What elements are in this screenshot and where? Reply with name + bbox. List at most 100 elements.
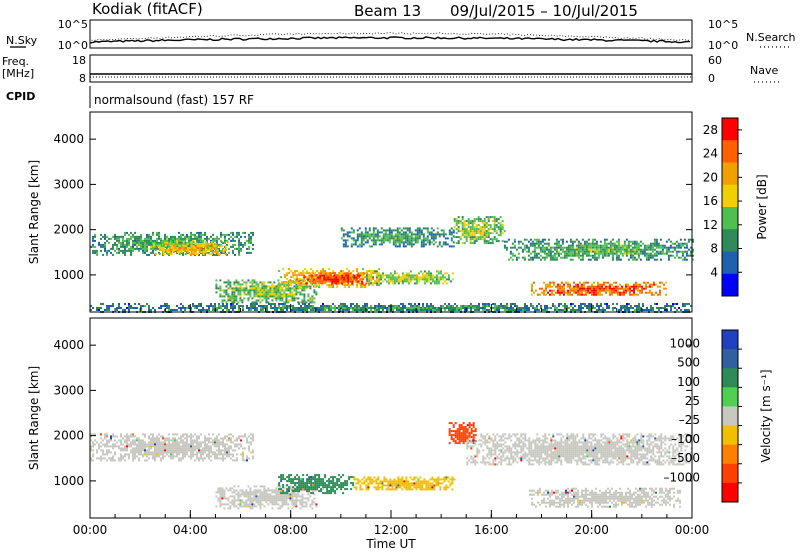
scatter-cell (92, 443, 94, 445)
scatter-cell (118, 250, 120, 252)
scatter-cell (425, 239, 427, 241)
scatter-cell (114, 236, 116, 238)
scatter-cell (267, 295, 269, 297)
scatter-cell (575, 284, 577, 286)
scatter-cell (638, 253, 640, 255)
scatter-cell (249, 491, 251, 493)
scatter-cell (303, 297, 305, 299)
scatter-cell (488, 220, 490, 222)
scatter-cell (422, 303, 424, 305)
scatter-cell (323, 277, 325, 279)
scatter-cell (102, 244, 104, 246)
scatter-cell (208, 453, 210, 455)
scatter-cell (273, 285, 275, 287)
scatter-cell (180, 451, 182, 453)
scatter-cell (448, 274, 450, 276)
scatter-cell (295, 293, 297, 295)
scatter-cell (592, 257, 594, 259)
scatter-cell (610, 245, 612, 247)
scatter-cell (417, 235, 419, 237)
scatter-cell (613, 286, 615, 288)
scatter-cell (369, 237, 371, 239)
scatter-cell (150, 238, 152, 240)
scatter-cell (365, 229, 367, 231)
scatter-cell (605, 288, 607, 290)
scatter-cell (128, 234, 130, 236)
scatter-cell (498, 228, 500, 230)
scatter-cell (365, 227, 367, 229)
scatter-cell (545, 286, 547, 288)
scatter-cell (253, 279, 255, 281)
scatter-cell (684, 259, 686, 261)
scatter-cell (663, 284, 665, 286)
scatter-cell (140, 240, 142, 242)
scatter-cell (329, 277, 331, 279)
scatter-cell (126, 439, 128, 441)
scatter-cell (192, 449, 194, 451)
scatter-cell (587, 288, 589, 290)
scatter-cell (178, 236, 180, 238)
scatter-cell (174, 445, 176, 447)
scatter-cell (198, 305, 200, 307)
scatter-cell (112, 435, 114, 437)
scatter-cell (474, 309, 476, 311)
scatter-cell (148, 451, 150, 453)
scatter-cell (434, 280, 436, 282)
scatter-region (341, 227, 455, 247)
scatter-cell (204, 443, 206, 445)
scatter-cell (144, 441, 146, 443)
scatter-cell (251, 289, 253, 291)
scatter-cell (512, 247, 514, 249)
scatter-cell (399, 237, 401, 239)
scatter-cell (200, 234, 202, 236)
scatter-cell (315, 281, 317, 283)
scatter-cell (593, 282, 595, 284)
scatter-cell (266, 307, 268, 309)
scatter-cell (204, 441, 206, 443)
scatter-cell (124, 445, 126, 447)
scatter-cell (566, 249, 568, 251)
scatter-cell (186, 238, 188, 240)
scatter-cell (126, 437, 128, 439)
scatter-cell (294, 270, 296, 272)
scatter-cell (120, 244, 122, 246)
scatter-cell (561, 286, 563, 288)
scatter-cell (618, 259, 620, 261)
scatter-cell (605, 292, 607, 294)
scatter-cell (432, 307, 434, 309)
scatter-cell (227, 499, 229, 501)
scatter-cell (381, 243, 383, 245)
scatter-cell (181, 249, 183, 251)
scatter-cell (528, 241, 530, 243)
scatter-cell (682, 255, 684, 257)
scatter-cell (234, 236, 236, 238)
scatter-cell (424, 307, 426, 309)
scatter-cell (484, 240, 486, 242)
scatter-cell (614, 307, 616, 309)
scatter-cell (496, 307, 498, 309)
scatter-cell (92, 244, 94, 246)
scatter-cell (174, 455, 176, 457)
scatter-cell (160, 441, 162, 443)
scatter-cell (632, 253, 634, 255)
scatter-cell (468, 224, 470, 226)
scatter-cell (593, 294, 595, 296)
scatter-cell (214, 305, 216, 307)
scatter-cell (100, 445, 102, 447)
scatter-cell (651, 294, 653, 296)
scatter-cell (200, 303, 202, 305)
scatter-cell (404, 307, 406, 309)
scatter-cell (214, 453, 216, 455)
scatter-cell (223, 503, 225, 505)
scatter-cell (261, 295, 263, 297)
scatter-cell (130, 254, 132, 256)
scatter-cell (186, 433, 188, 435)
scatter-cell (186, 437, 188, 439)
scatter-cell (435, 237, 437, 239)
scatter-cell (194, 238, 196, 240)
scatter-cell (580, 251, 582, 253)
scatter-cell (202, 240, 204, 242)
scatter-cell (156, 453, 158, 455)
scatter-cell (506, 309, 508, 311)
scatter-cell (373, 227, 375, 229)
